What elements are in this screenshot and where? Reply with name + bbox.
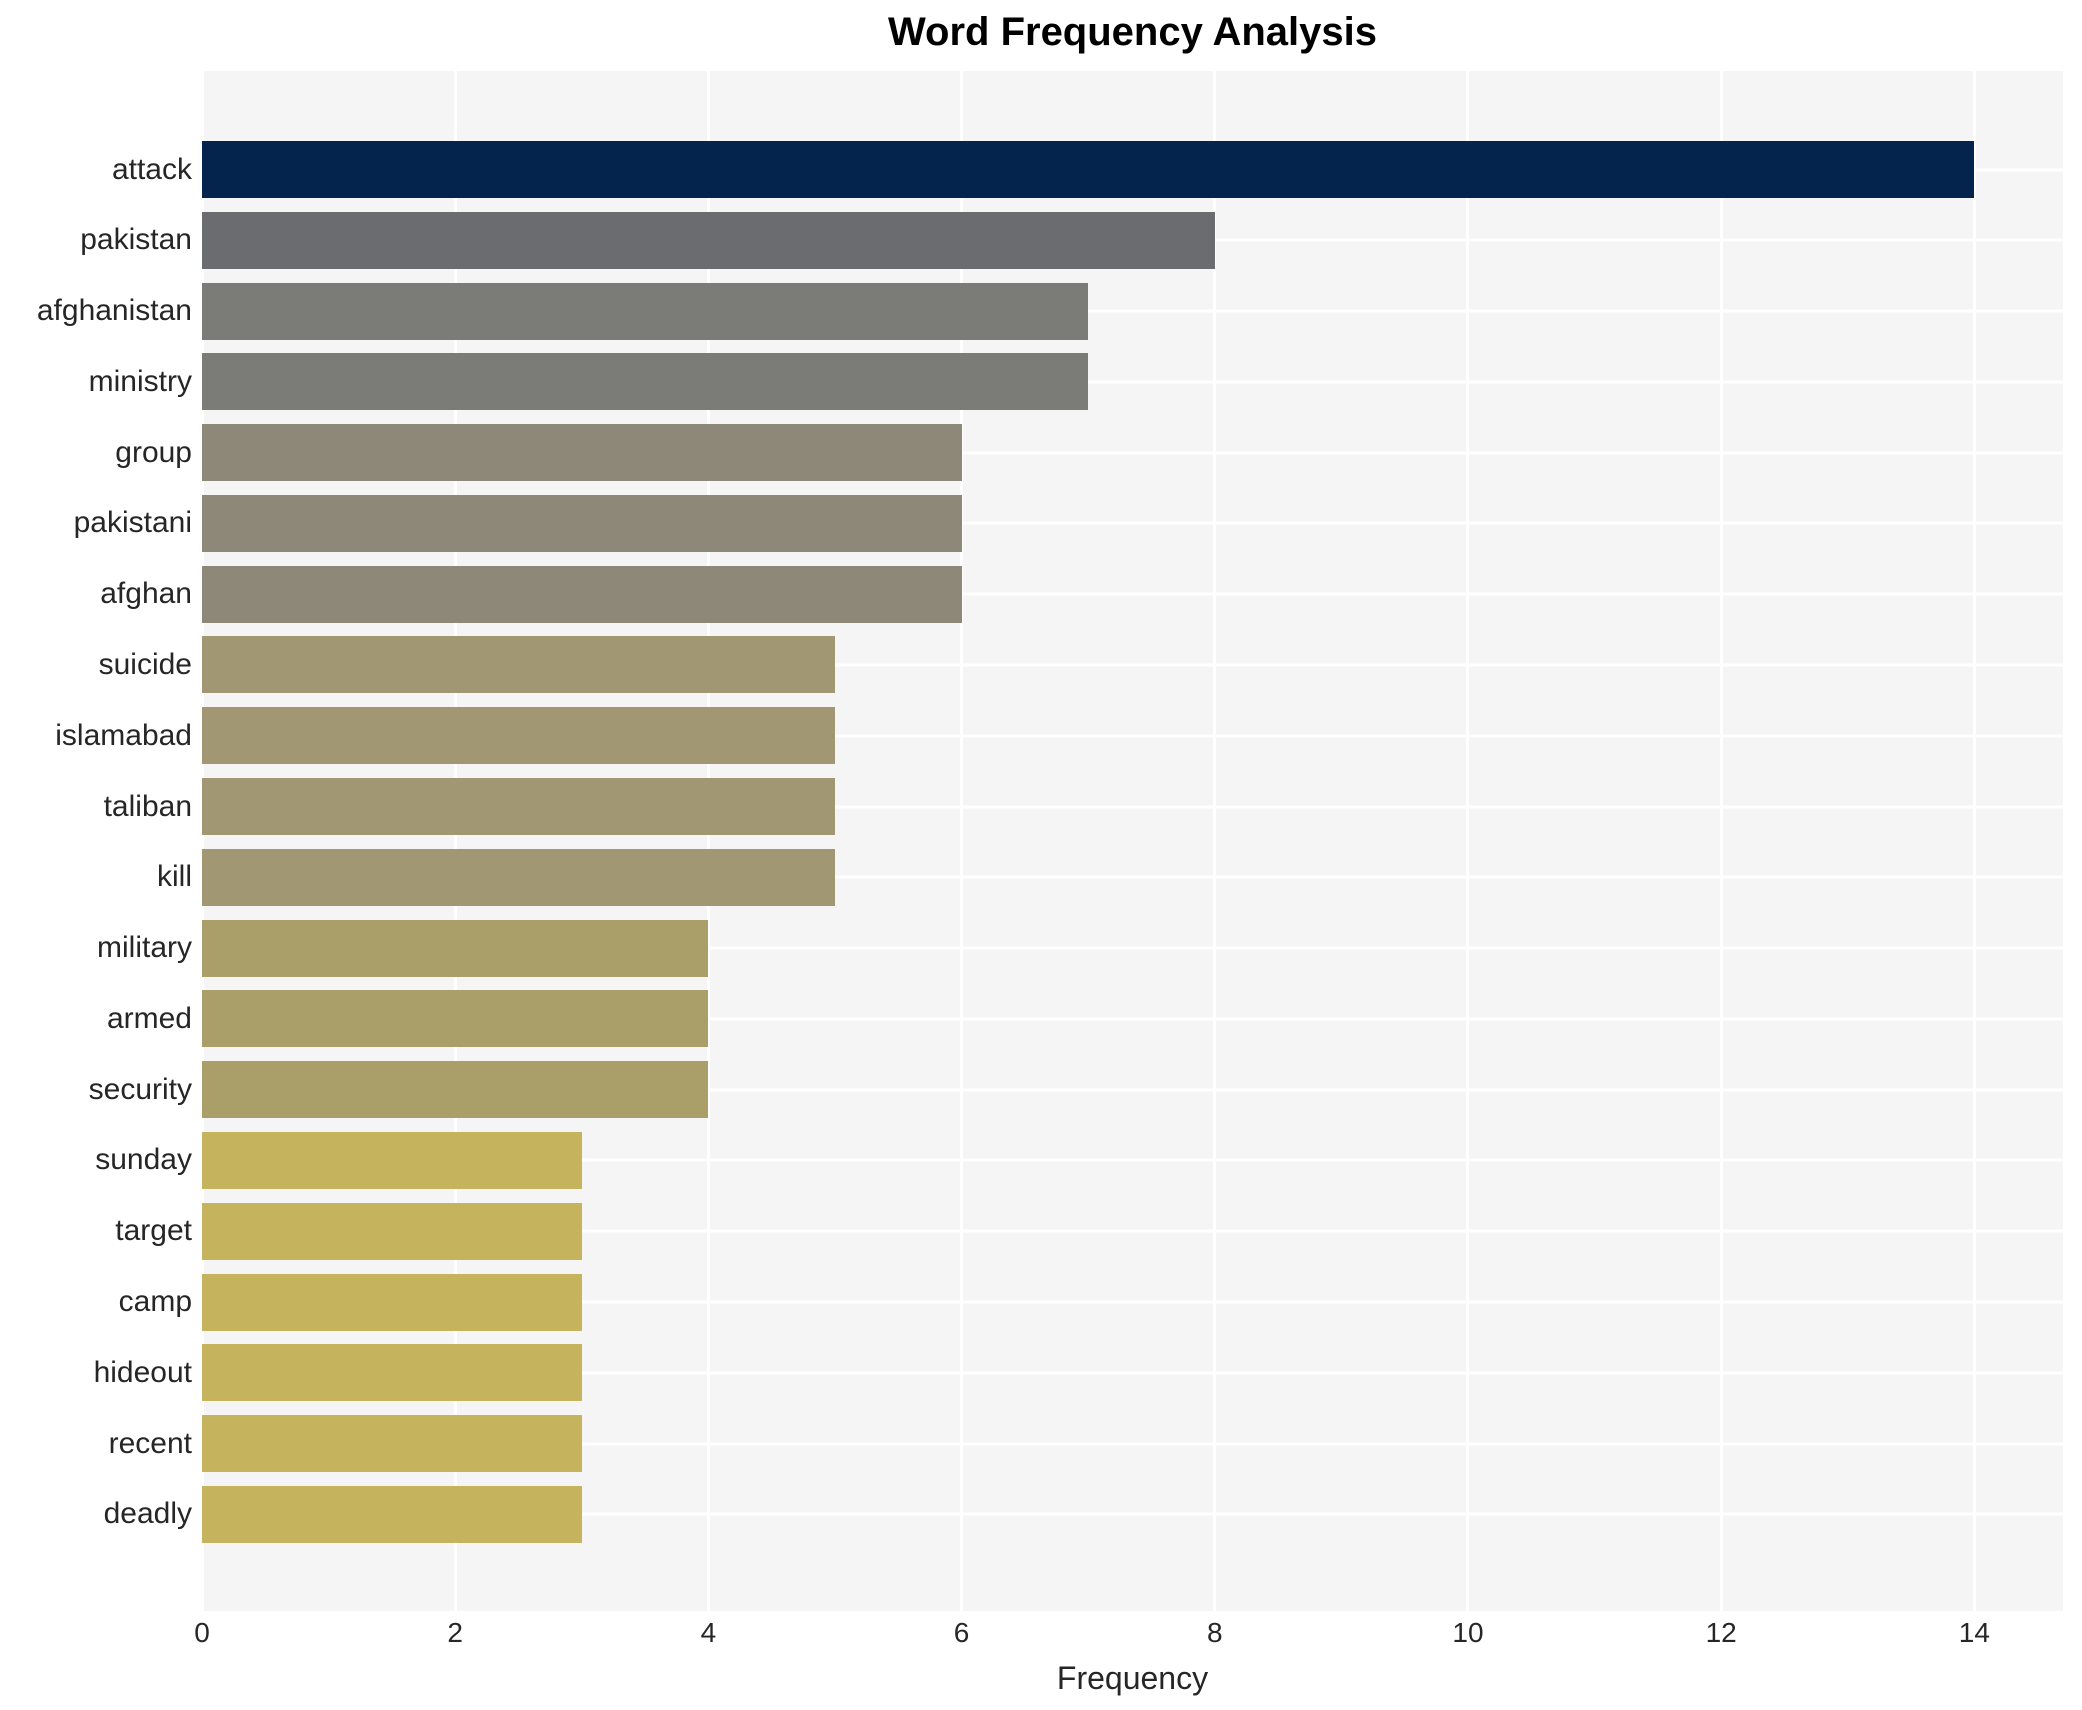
y-label-suicide: suicide [98, 647, 192, 681]
bar-row-camp: camp [119, 1273, 2063, 1331]
y-label-hideout: hideout [93, 1355, 192, 1389]
bar-row-armed: armed [107, 990, 2063, 1048]
bar-row-group: group [115, 424, 2063, 482]
x-tick-6: 6 [953, 1617, 970, 1648]
y-label-taliban: taliban [103, 789, 192, 823]
y-label-group: group [115, 435, 192, 469]
y-label-military: military [97, 931, 192, 965]
y-label-recent: recent [108, 1426, 192, 1460]
y-label-attack: attack [111, 152, 192, 186]
bar-row-islamabad: islamabad [55, 707, 2063, 765]
bar-row-taliban: taliban [104, 778, 2063, 836]
x-tick-0: 0 [194, 1617, 210, 1648]
x-axis-ticks: 0 2 4 6 8 10 12 14 [194, 1611, 2063, 1653]
bar-row-afghanistan: afghanistan [37, 282, 2063, 340]
bar-islamabad [202, 707, 835, 765]
bar-deadly [202, 1485, 582, 1543]
bar-camp [202, 1273, 582, 1331]
y-label-security: security [88, 1072, 192, 1106]
y-label-pakistan: pakistan [80, 223, 192, 257]
gridline-x-8 [1213, 71, 1217, 1611]
bar-afghanistan [202, 282, 1089, 340]
x-tick-2: 2 [447, 1617, 463, 1648]
bar-row-hideout: hideout [94, 1344, 2063, 1402]
y-label-pakistani: pakistani [73, 506, 192, 540]
bar-row-pakistan: pakistan [80, 211, 2063, 269]
bar-row-recent: recent [109, 1415, 2063, 1473]
bar-pakistan [202, 211, 1215, 269]
y-label-afghan: afghan [100, 577, 192, 611]
bar-row-ministry: ministry [89, 353, 2063, 411]
bar-afghan [202, 565, 962, 623]
x-tick-8: 8 [1206, 1617, 1223, 1648]
x-tick-14: 14 [1958, 1617, 1990, 1648]
bar-row-suicide: suicide [99, 636, 2063, 694]
gridline-x-12 [1719, 71, 1723, 1611]
y-label-islamabad: islamabad [55, 718, 192, 752]
bar-military [202, 919, 709, 977]
y-label-ministry: ministry [88, 364, 192, 398]
gridline-x-6 [960, 71, 964, 1611]
bar-sunday [202, 1131, 582, 1189]
chart-title: Word Frequency Analysis [887, 10, 1378, 54]
bar-rows: attack pakistan afghanistan ministry group pa… [37, 71, 2063, 1611]
bar-target [202, 1202, 582, 1260]
gridline-x-2 [453, 71, 457, 1611]
bar-suicide [202, 636, 835, 694]
x-axis-label: Frequency [1056, 1660, 1209, 1696]
bar-ministry [202, 353, 1089, 411]
bar-row-military: military [97, 919, 2063, 977]
bar-row-deadly: deadly [104, 1485, 2063, 1543]
bar-taliban [202, 778, 835, 836]
bar-row-sunday: sunday [95, 1131, 2063, 1189]
x-tick-12: 12 [1705, 1617, 1737, 1648]
bar-row-attack: attack [112, 141, 2063, 198]
y-label-armed: armed [106, 1001, 192, 1035]
bar-row-kill: kill [157, 848, 2063, 906]
gridline-x-10 [1466, 71, 1470, 1611]
bar-security [202, 1061, 709, 1119]
plot-area: attack pakistan afghanistan ministry group pa… [37, 71, 2063, 1611]
bar-row-afghan: afghan [100, 565, 2063, 623]
gridline-x-4 [706, 71, 710, 1611]
y-label-kill: kill [157, 860, 192, 894]
y-label-afghanistan: afghanistan [36, 294, 192, 328]
y-label-sunday: sunday [95, 1143, 192, 1177]
bar-kill [202, 848, 835, 906]
bar-attack [202, 141, 1975, 198]
x-tick-10: 10 [1452, 1617, 1484, 1648]
y-label-camp: camp [118, 1285, 192, 1318]
gridline-x-14 [1972, 71, 1976, 1611]
bar-row-target: target [115, 1202, 2063, 1260]
bar-hideout [202, 1344, 582, 1402]
y-label-deadly: deadly [103, 1497, 192, 1531]
bar-group [202, 424, 962, 482]
x-tick-4: 4 [700, 1617, 717, 1648]
bar-row-security: security [89, 1061, 2063, 1119]
bar-recent [202, 1415, 582, 1473]
bar-row-pakistani: pakistani [74, 494, 2063, 552]
bar-pakistani [202, 494, 962, 552]
y-label-target: target [115, 1214, 192, 1248]
bar-armed [202, 990, 709, 1048]
gridline-x-0 [200, 71, 204, 1611]
